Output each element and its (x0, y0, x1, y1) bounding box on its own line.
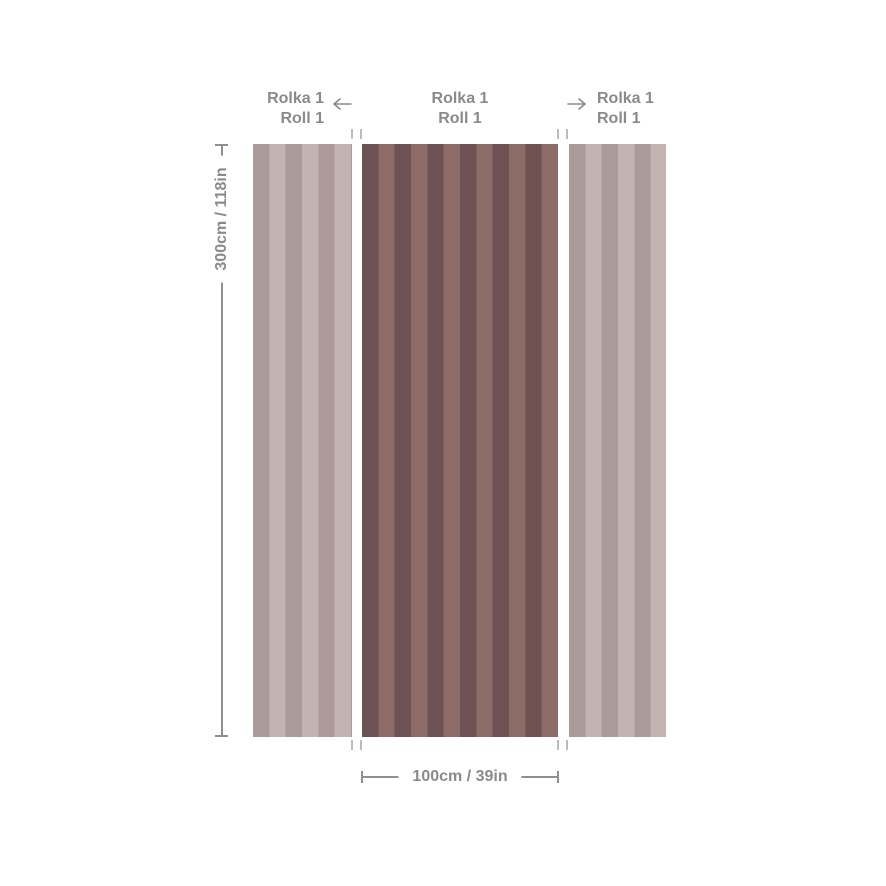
roll-label-left: Rolka 1 Roll 1 (232, 89, 324, 129)
panel-roll-1 (362, 144, 558, 737)
arrow-right-icon (567, 97, 587, 111)
panel-roll-repeat-right (569, 144, 666, 737)
roll-label-left-line1: Rolka 1 (267, 90, 324, 107)
roll-label-center-line1: Rolka 1 (431, 90, 489, 107)
width-dimension-cap-right (557, 771, 559, 783)
roll-label-left-line2: Roll 1 (280, 110, 324, 127)
cut-mark (557, 740, 559, 750)
roll-label-center-line2: Roll 1 (438, 110, 482, 127)
cut-mark (557, 129, 559, 139)
height-dimension-label: 300cm / 118in (213, 155, 231, 283)
width-dimension-label: 100cm / 39in (398, 768, 522, 786)
cut-mark (360, 129, 362, 139)
cut-mark (566, 740, 568, 750)
roll-label-right-line1: Rolka 1 (597, 90, 654, 107)
cut-mark (566, 129, 568, 139)
height-dimension-cap-bottom (215, 735, 228, 737)
cut-mark (351, 740, 353, 750)
height-dimension-cap-top (215, 144, 228, 146)
cut-mark (360, 740, 362, 750)
roll-label-right: Rolka 1 Roll 1 (597, 89, 689, 129)
cut-mark (351, 129, 353, 139)
height-dimension-line (221, 145, 223, 737)
roll-label-center: Rolka 1 Roll 1 (414, 89, 506, 129)
roll-label-right-line2: Roll 1 (597, 110, 641, 127)
width-dimension-cap-left (361, 771, 363, 783)
arrow-left-icon (332, 97, 352, 111)
panel-roll-repeat-left (253, 144, 352, 737)
